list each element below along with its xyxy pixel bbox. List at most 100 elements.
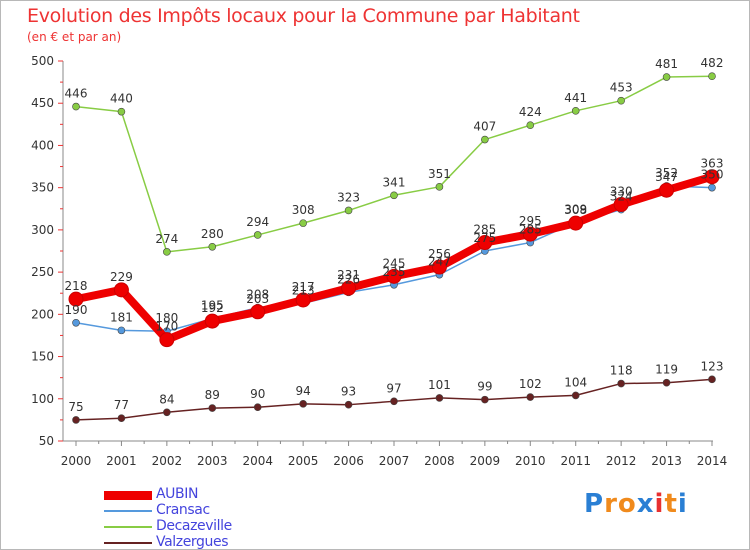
data-point-decazeville	[481, 135, 489, 144]
y-tick-label: 450	[31, 96, 54, 110]
data-point-aubin	[431, 259, 447, 275]
data-label-aubin: 308	[564, 203, 587, 217]
data-point-valzergues	[208, 404, 217, 412]
legend-swatch	[104, 526, 152, 528]
data-label-decazeville: 407	[473, 120, 496, 134]
data-point-valzergues	[344, 400, 353, 409]
data-point-decazeville	[253, 231, 262, 239]
data-point-aubin	[568, 215, 584, 231]
data-point-valzergues	[617, 379, 625, 388]
data-point-valzergues	[253, 403, 262, 412]
data-point-decazeville	[117, 107, 126, 116]
data-label-decazeville: 453	[610, 81, 633, 95]
data-label-cransac: 208	[246, 288, 269, 302]
data-label-valzergues: 104	[564, 375, 587, 389]
data-point-aubin	[522, 226, 538, 242]
data-label-valzergues: 75	[68, 400, 83, 414]
data-label-cransac: 352	[655, 166, 678, 180]
logo-letter: o	[617, 489, 637, 519]
data-label-valzergues: 119	[655, 363, 678, 377]
data-label-aubin: 363	[701, 157, 724, 171]
data-point-valzergues	[390, 397, 398, 406]
data-label-decazeville: 341	[383, 175, 406, 189]
x-tick-label: 2002	[152, 454, 183, 468]
data-label-cransac: 195	[201, 299, 224, 313]
data-point-cransac	[708, 183, 716, 192]
data-label-decazeville: 481	[655, 57, 678, 71]
data-label-aubin: 231	[337, 268, 360, 282]
data-label-decazeville: 351	[428, 167, 451, 181]
data-label-decazeville: 482	[701, 56, 724, 70]
data-label-aubin: 256	[428, 247, 451, 261]
data-label-valzergues: 94	[296, 384, 311, 398]
chart-subtitle: (en € et par an)	[27, 30, 122, 44]
data-label-decazeville: 294	[246, 215, 269, 229]
data-label-aubin: 170	[155, 320, 178, 334]
data-point-valzergues	[481, 395, 489, 404]
x-tick-label: 2010	[515, 454, 546, 468]
data-label-decazeville: 274	[155, 232, 178, 246]
data-label-decazeville: 440	[110, 92, 133, 106]
data-point-decazeville	[571, 107, 580, 115]
y-tick-label: 150	[31, 350, 54, 364]
y-tick-label: 500	[31, 54, 54, 68]
data-label-aubin: 347	[655, 170, 678, 184]
data-label-aubin: 218	[65, 279, 88, 293]
data-label-cransac: 180	[155, 311, 178, 325]
y-tick-label: 400	[31, 138, 54, 152]
x-tick-label: 2013	[651, 454, 682, 468]
data-label-valzergues: 118	[610, 364, 633, 378]
data-label-valzergues: 99	[477, 380, 492, 394]
data-label-cransac: 309	[564, 202, 587, 216]
data-point-decazeville	[435, 183, 444, 191]
x-tick-label: 2011	[560, 454, 591, 468]
y-tick-label: 50	[39, 434, 54, 448]
data-point-decazeville	[163, 248, 171, 256]
data-point-aubin	[613, 197, 629, 213]
data-label-valzergues: 90	[250, 387, 265, 401]
data-label-decazeville: 446	[65, 87, 88, 101]
legend-label: Decazeville	[156, 518, 232, 534]
data-label-cransac: 275	[473, 231, 496, 245]
data-point-aubin	[477, 235, 493, 251]
data-label-cransac: 181	[110, 310, 133, 324]
data-point-aubin	[659, 182, 675, 198]
data-label-valzergues: 102	[519, 377, 542, 391]
data-point-aubin	[341, 280, 357, 296]
data-point-valzergues	[72, 416, 80, 424]
data-label-decazeville: 280	[201, 227, 224, 241]
data-label-cransac: 350	[701, 168, 724, 182]
data-point-valzergues	[708, 375, 716, 384]
data-label-cransac: 190	[65, 303, 88, 317]
x-tick-label: 2000	[61, 454, 92, 468]
y-tick-label: 300	[31, 223, 54, 237]
x-tick-label: 2005	[288, 454, 319, 468]
data-point-decazeville	[72, 102, 80, 111]
logo-letter: x	[636, 489, 655, 519]
data-label-valzergues: 97	[386, 381, 401, 395]
data-label-cransac: 235	[383, 265, 406, 279]
data-label-decazeville: 323	[337, 190, 360, 204]
data-point-aubin	[68, 291, 84, 307]
data-point-aubin	[704, 169, 720, 185]
legend-label: Cransac	[156, 502, 210, 518]
data-point-decazeville	[299, 219, 307, 227]
x-tick-label: 2006	[333, 454, 364, 468]
series-line-decazeville	[75, 75, 713, 253]
y-tick-label: 350	[31, 181, 54, 195]
data-label-cransac: 247	[428, 255, 451, 269]
data-point-cransac	[117, 326, 126, 335]
y-tick-label: 100	[31, 392, 54, 406]
data-point-aubin	[113, 282, 129, 298]
data-label-decazeville: 441	[564, 91, 587, 105]
data-label-cransac: 285	[519, 223, 542, 237]
data-point-aubin	[386, 268, 402, 284]
y-tick-label: 250	[31, 265, 54, 279]
legend-label: Valzergues	[156, 534, 229, 550]
data-point-decazeville	[617, 96, 625, 105]
x-tick-label: 2007	[379, 454, 410, 468]
data-point-decazeville	[390, 191, 398, 200]
x-tick-label: 2008	[424, 454, 455, 468]
